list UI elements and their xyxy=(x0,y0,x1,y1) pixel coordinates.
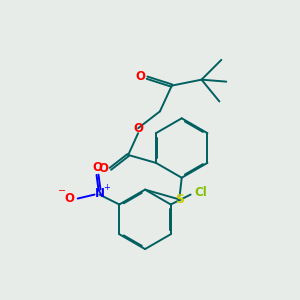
Text: O: O xyxy=(135,70,145,83)
Text: −: − xyxy=(58,186,66,196)
Text: N: N xyxy=(94,187,104,200)
Text: O: O xyxy=(133,122,143,135)
Text: S: S xyxy=(175,193,184,206)
Text: O: O xyxy=(98,162,109,175)
Text: Cl: Cl xyxy=(194,186,207,199)
Text: O: O xyxy=(92,161,103,174)
Text: O: O xyxy=(65,192,75,205)
Text: +: + xyxy=(103,183,110,192)
